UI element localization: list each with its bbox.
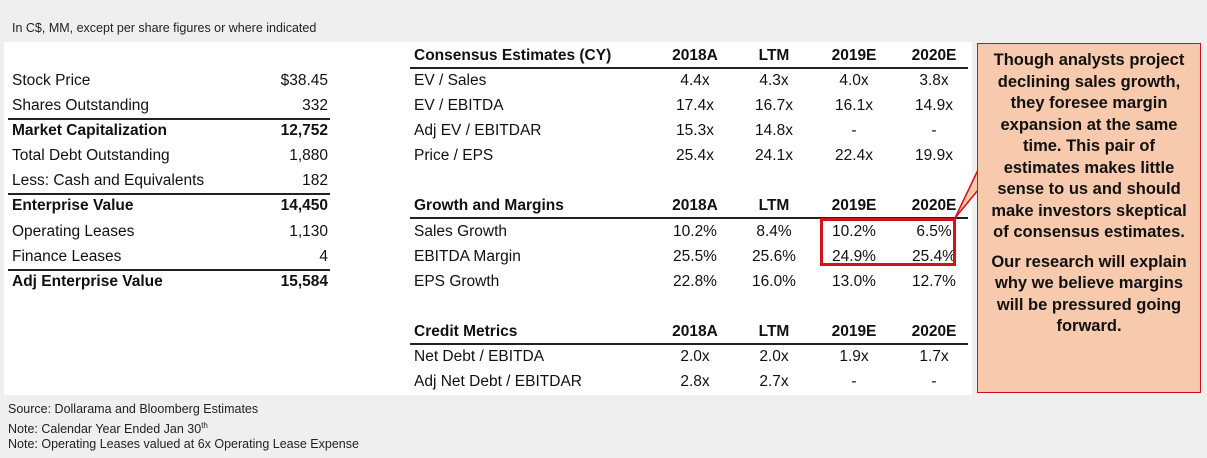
cap-label: Finance Leases (12, 248, 122, 265)
table-cell: 24.9% (832, 248, 876, 265)
table-cell: 4.4x (680, 72, 710, 89)
table-cell: - (851, 373, 857, 390)
divider (8, 193, 330, 195)
row-label: Sales Growth (414, 223, 508, 240)
column-header: 2019E (831, 47, 877, 64)
table-cell: 2.0x (759, 348, 789, 365)
cap-value: 182 (302, 172, 328, 189)
cap-value-total: 12,752 (280, 122, 328, 139)
table-cell: 16.1x (835, 97, 873, 114)
divider (410, 343, 968, 345)
divider (8, 118, 330, 120)
calendar-note: Note: Calendar Year Ended Jan 30th (8, 420, 208, 436)
table-cell: 2.0x (680, 348, 710, 365)
column-header: 2020E (911, 197, 957, 214)
callout-paragraph: Though analysts project declining sales … (991, 51, 1187, 241)
cap-label: Stock Price (12, 72, 91, 89)
table-cell: 14.9x (915, 97, 953, 114)
table-cell: 2.7x (759, 373, 789, 390)
cap-label: Shares Outstanding (12, 97, 150, 114)
table-cell: 1.9x (839, 348, 869, 365)
cap-label: Total Debt Outstanding (12, 147, 170, 164)
table-cell: 10.2% (832, 223, 876, 240)
row-label: EPS Growth (414, 273, 500, 290)
table-cell: 22.4x (835, 147, 873, 164)
cap-label-total: Adj Enterprise Value (12, 273, 163, 290)
cap-label-total: Enterprise Value (12, 197, 134, 214)
table-cell: 8.4% (756, 223, 792, 240)
column-header: 2020E (911, 47, 957, 64)
table-cell: 15.3x (676, 122, 714, 139)
row-label: EV / EBITDA (414, 97, 504, 114)
tables-panel (4, 42, 972, 395)
row-label: Adj EV / EBITDAR (414, 122, 542, 139)
table-cell: 3.8x (919, 72, 949, 89)
table-cell: 13.0% (832, 273, 876, 290)
column-header: LTM (758, 323, 790, 340)
table-cell: 25.6% (752, 248, 796, 265)
row-label: Adj Net Debt / EBITDAR (414, 373, 582, 390)
cap-label-total: Market Capitalization (12, 122, 168, 139)
divider (8, 269, 330, 271)
footnotes: Source: Dollarama and Bloomberg Estimate… (8, 402, 359, 453)
cap-value: 4 (319, 248, 328, 265)
table-cell: 6.5% (916, 223, 952, 240)
row-label: EV / Sales (414, 72, 487, 89)
row-label: Net Debt / EBITDA (414, 348, 545, 365)
column-header: 2019E (831, 197, 877, 214)
divider (410, 217, 968, 219)
column-header: 2018A (672, 47, 718, 64)
row-label: EBITDA Margin (414, 248, 521, 265)
column-header: 2018A (672, 197, 718, 214)
estimate-highlight-box (820, 218, 956, 266)
table-cell: 10.2% (673, 223, 717, 240)
table-cell: 19.9x (915, 147, 953, 164)
table-cell: - (851, 122, 857, 139)
cap-value: 1,130 (289, 223, 328, 240)
source-note: Source: Dollarama and Bloomberg Estimate… (8, 402, 259, 416)
divider (410, 67, 968, 69)
growth-title: Growth and Margins (414, 197, 564, 214)
table-cell: 1.7x (919, 348, 949, 365)
table-cell: 25.5% (673, 248, 717, 265)
table-cell: 16.7x (755, 97, 793, 114)
credit-title: Credit Metrics (414, 323, 518, 340)
table-cell: - (931, 373, 937, 390)
table-cell: 24.1x (755, 147, 793, 164)
table-cell: 22.8% (673, 273, 717, 290)
column-header: 2019E (831, 323, 877, 340)
cap-label: Less: Cash and Equivalents (12, 172, 205, 189)
column-header: 2020E (911, 323, 957, 340)
column-header: LTM (758, 47, 790, 64)
column-header: LTM (758, 197, 790, 214)
leases-note: Note: Operating Leases valued at 6x Oper… (8, 437, 359, 452)
table-cell: 12.7% (912, 273, 956, 290)
table-cell: 17.4x (676, 97, 714, 114)
table-cell: 16.0% (752, 273, 796, 290)
cap-value-total: 15,584 (280, 273, 328, 290)
table-cell: 14.8x (755, 122, 793, 139)
cap-value-total: 14,450 (280, 197, 328, 214)
table-cell: 25.4% (912, 248, 956, 265)
table-cell: 2.8x (680, 373, 710, 390)
table-cell: 4.0x (839, 72, 869, 89)
cap-value: $38.45 (280, 72, 328, 89)
row-label: Price / EPS (414, 147, 494, 164)
cap-value: 1,880 (289, 147, 328, 164)
consensus-title: Consensus Estimates (CY) (414, 47, 612, 64)
table-cell: 25.4x (676, 147, 714, 164)
table-cell: - (931, 122, 937, 139)
units-note: In C$, MM, except per share figures or w… (12, 21, 317, 35)
commentary-callout: Though analysts project declining sales … (977, 43, 1201, 393)
cap-label: Operating Leases (12, 223, 135, 240)
table-cell: 4.3x (759, 72, 789, 89)
callout-paragraph: Our research will explain why we believe… (991, 252, 1187, 336)
column-header: 2018A (672, 323, 718, 340)
cap-value: 332 (302, 97, 328, 114)
